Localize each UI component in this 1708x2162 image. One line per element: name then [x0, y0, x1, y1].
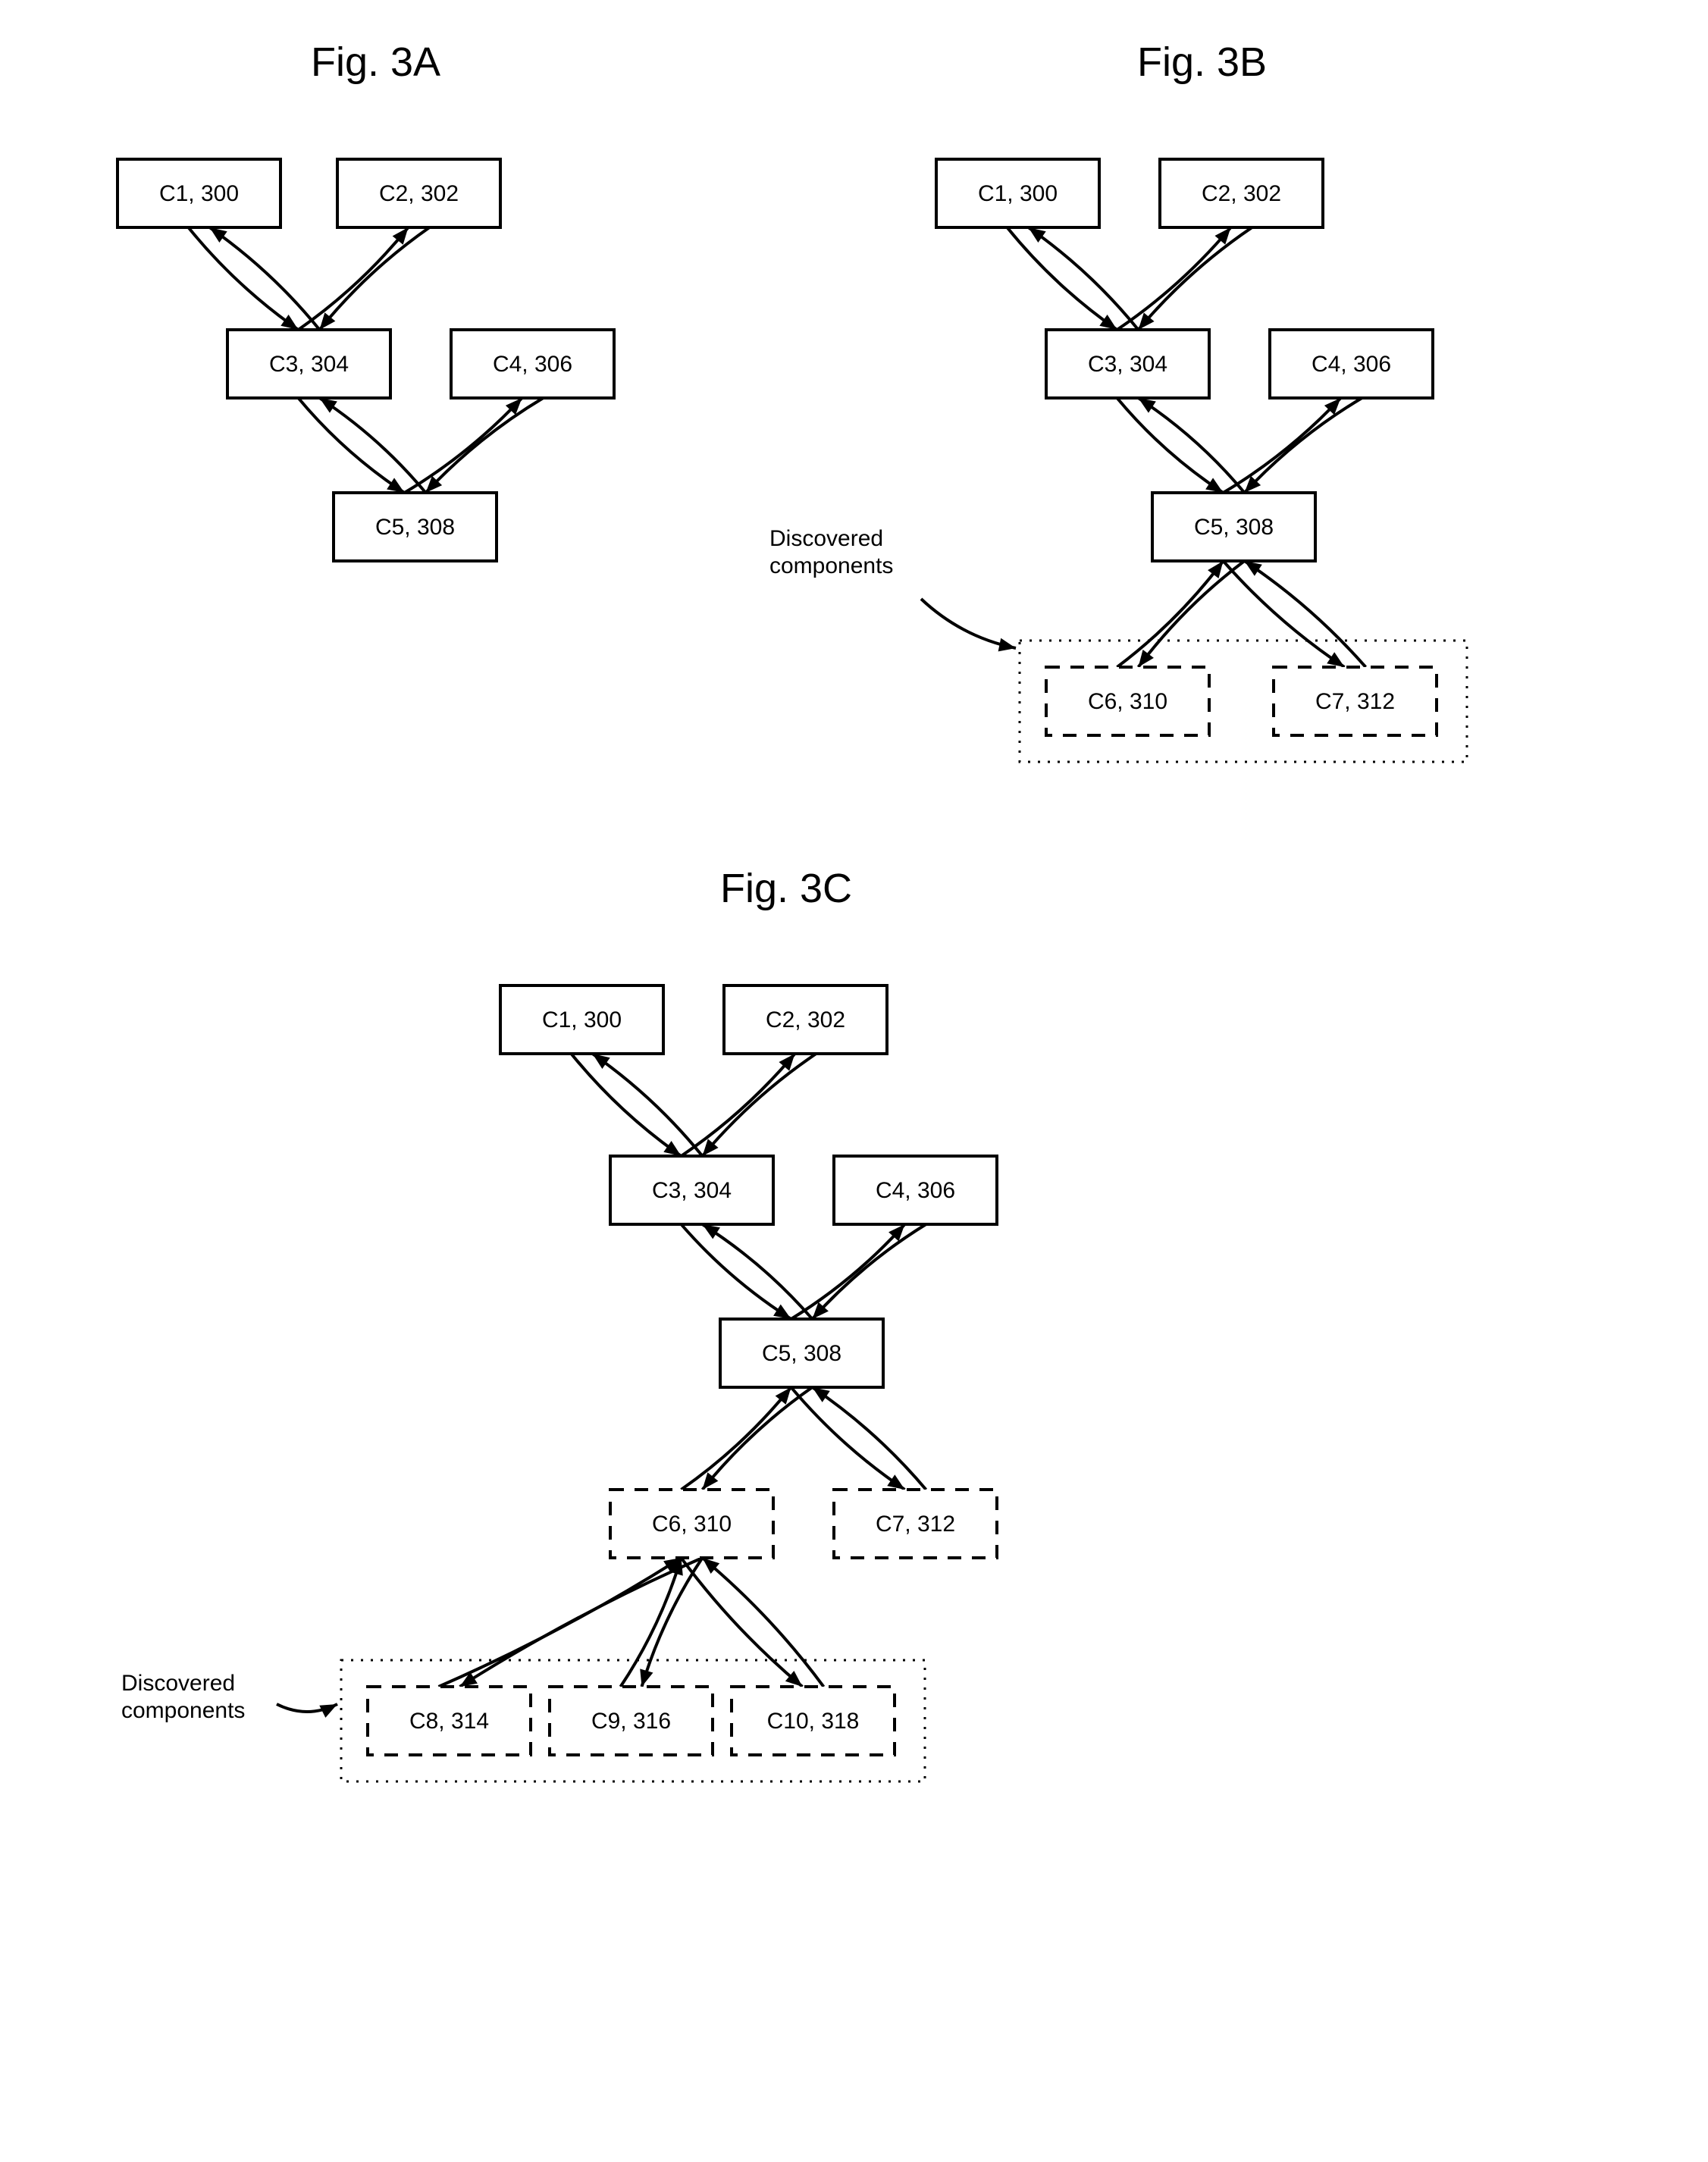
- node-label-B_c1: C1, 300: [978, 181, 1058, 206]
- node-label-A_c3: C3, 304: [269, 352, 349, 377]
- node-label-C_c4: C4, 306: [876, 1178, 955, 1203]
- node-label-B_c5: C5, 308: [1194, 515, 1274, 540]
- node-label-C_c8: C8, 314: [409, 1709, 489, 1734]
- node-label-B_c7: C7, 312: [1315, 689, 1395, 714]
- annotation-text: components: [769, 553, 893, 578]
- node-label-C_c9: C9, 316: [591, 1709, 671, 1734]
- node-label-C_c3: C3, 304: [652, 1178, 732, 1203]
- node-label-C_c5: C5, 308: [762, 1341, 841, 1366]
- node-label-C_c2: C2, 302: [766, 1007, 845, 1032]
- node-label-A_c5: C5, 308: [375, 515, 455, 540]
- annotation-text: components: [121, 1698, 245, 1723]
- node-label-C_c7: C7, 312: [876, 1512, 955, 1537]
- node-label-C_c6: C6, 310: [652, 1512, 732, 1537]
- node-label-B_c3: C3, 304: [1088, 352, 1167, 377]
- node-label-A_c2: C2, 302: [379, 181, 459, 206]
- annotation-text: Discovered: [769, 526, 883, 551]
- node-label-B_c4: C4, 306: [1312, 352, 1391, 377]
- figure-title: Fig. 3A: [311, 39, 440, 85]
- node-label-C_c10: C10, 318: [767, 1709, 860, 1734]
- node-label-C_c1: C1, 300: [542, 1007, 622, 1032]
- figure-title: Fig. 3B: [1137, 39, 1267, 85]
- node-label-B_c6: C6, 310: [1088, 689, 1167, 714]
- annotation-text: Discovered: [121, 1671, 235, 1696]
- node-label-B_c2: C2, 302: [1202, 181, 1281, 206]
- node-label-A_c4: C4, 306: [493, 352, 572, 377]
- figure-title: Fig. 3C: [720, 866, 852, 911]
- node-label-A_c1: C1, 300: [159, 181, 239, 206]
